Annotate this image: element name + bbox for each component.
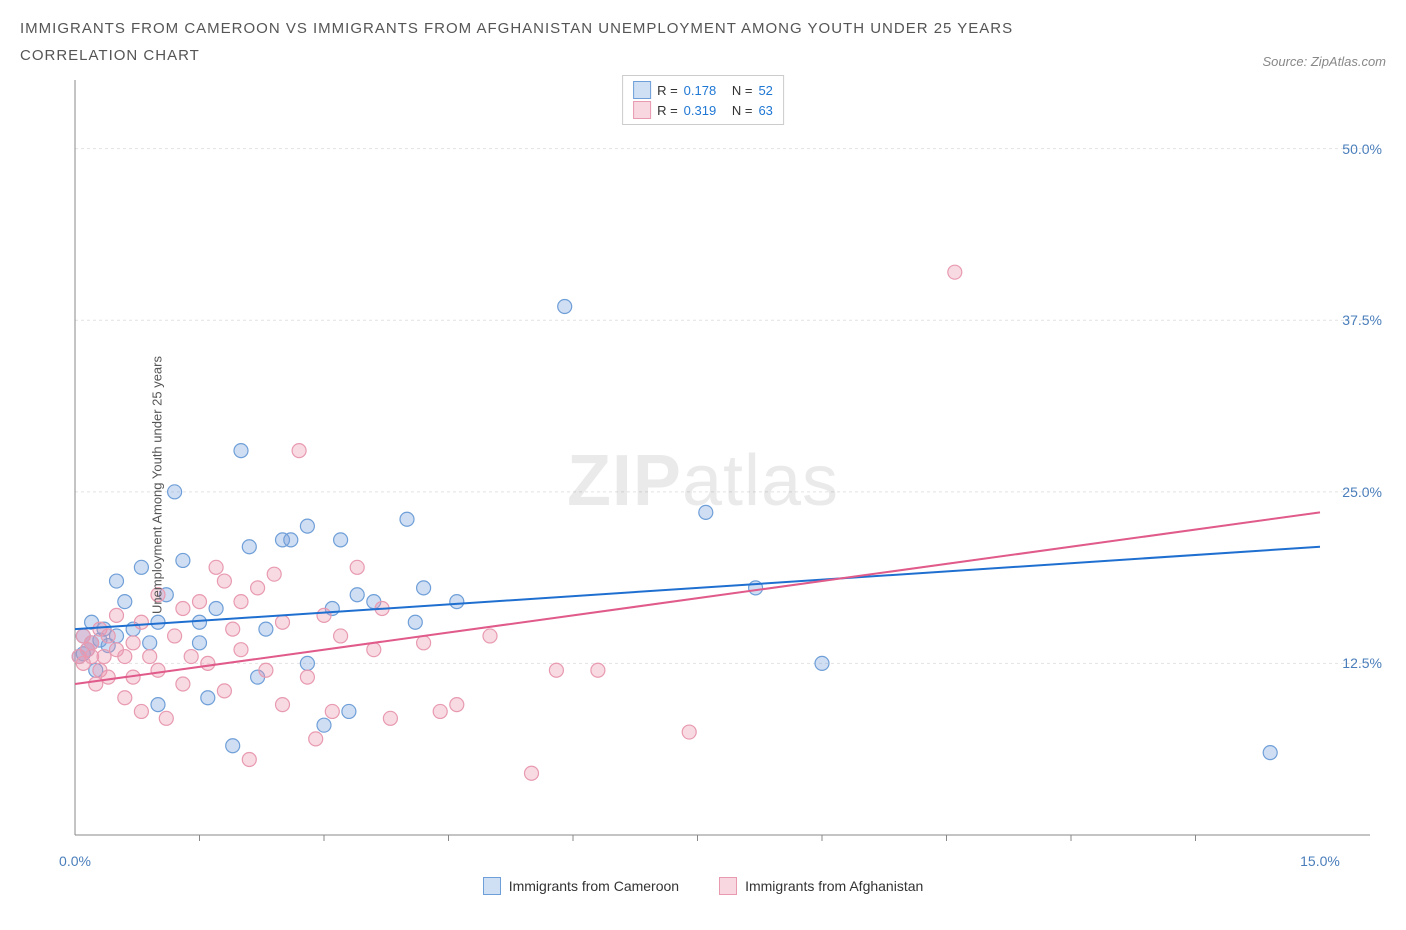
legend-item-cameroon: Immigrants from Cameroon <box>483 877 679 895</box>
y-tick: 12.5% <box>1342 655 1382 671</box>
swatch-afghanistan <box>633 101 651 119</box>
title-line-1: IMMIGRANTS FROM CAMEROON VS IMMIGRANTS F… <box>20 20 1013 37</box>
x-tick: 0.0% <box>59 853 91 869</box>
scatter-plot <box>20 75 1386 895</box>
chart-area: Unemployment Among Youth under 25 years … <box>20 75 1386 895</box>
y-tick: 50.0% <box>1342 141 1382 157</box>
stats-row-cameroon: R = 0.178 N = 52 <box>633 80 773 100</box>
r-value-cameroon: 0.178 <box>684 83 717 98</box>
header: IMMIGRANTS FROM CAMEROON VS IMMIGRANTS F… <box>20 15 1386 69</box>
chart-title: IMMIGRANTS FROM CAMEROON VS IMMIGRANTS F… <box>20 15 1013 69</box>
legend-swatch-cameroon <box>483 877 501 895</box>
title-line-2: CORRELATION CHART <box>20 47 200 64</box>
n-label: N = <box>732 103 753 118</box>
n-label: N = <box>732 83 753 98</box>
y-axis-label: Unemployment Among Youth under 25 years <box>150 356 165 614</box>
y-tick: 37.5% <box>1342 312 1382 328</box>
stats-row-afghanistan: R = 0.319 N = 63 <box>633 100 773 120</box>
n-value-afghanistan: 63 <box>758 103 772 118</box>
y-tick: 25.0% <box>1342 484 1382 500</box>
r-value-afghanistan: 0.319 <box>684 103 717 118</box>
legend-swatch-afghanistan <box>719 877 737 895</box>
source-label: Source: ZipAtlas.com <box>1262 54 1386 69</box>
swatch-cameroon <box>633 81 651 99</box>
stats-legend: R = 0.178 N = 52 R = 0.319 N = 63 <box>622 75 784 125</box>
x-tick: 15.0% <box>1300 853 1340 869</box>
n-value-cameroon: 52 <box>758 83 772 98</box>
series-legend: Immigrants from Cameroon Immigrants from… <box>20 877 1386 895</box>
legend-label-cameroon: Immigrants from Cameroon <box>509 878 679 894</box>
legend-label-afghanistan: Immigrants from Afghanistan <box>745 878 923 894</box>
r-label: R = <box>657 103 678 118</box>
r-label: R = <box>657 83 678 98</box>
legend-item-afghanistan: Immigrants from Afghanistan <box>719 877 923 895</box>
